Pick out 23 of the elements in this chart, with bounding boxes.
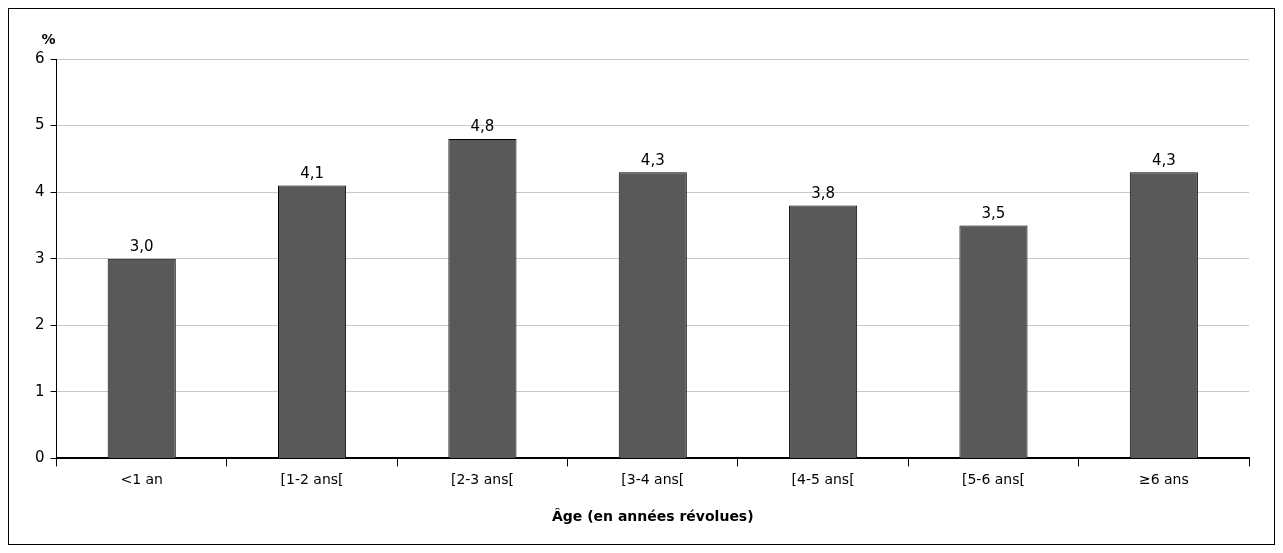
x-tick-label: [3-4 ans[: [621, 471, 685, 488]
data-label: 4,8: [470, 117, 495, 136]
data-label: 3,8: [811, 183, 836, 202]
y-axis-title: %: [41, 30, 56, 47]
y-tick-label: 0: [35, 448, 45, 467]
data-label: 4,3: [640, 150, 665, 169]
y-tick-label: 6: [35, 48, 45, 67]
x-tick-label: [2-3 ans[: [450, 471, 514, 488]
y-tick-label: 1: [35, 381, 45, 400]
x-axis-title: Âge (en années révolues): [551, 508, 754, 525]
x-tick-label: [4-5 ans[: [791, 471, 855, 488]
x-tick-label: <1 an: [120, 471, 163, 488]
y-tick-label: 2: [35, 315, 45, 334]
data-label: 4,3: [1151, 150, 1176, 169]
y-tick-label: 3: [35, 248, 45, 267]
y-tick-label: 4: [35, 182, 45, 201]
data-label: 3,0: [129, 237, 154, 256]
x-tick-label: [5-6 ans[: [961, 471, 1025, 488]
y-tick-label: 5: [35, 115, 45, 134]
data-label: 3,5: [981, 203, 1006, 222]
data-label: 4,1: [300, 163, 324, 182]
x-tick-label: [1-2 ans[: [280, 471, 344, 488]
x-tick-label: ≥6 ans: [1138, 471, 1189, 488]
